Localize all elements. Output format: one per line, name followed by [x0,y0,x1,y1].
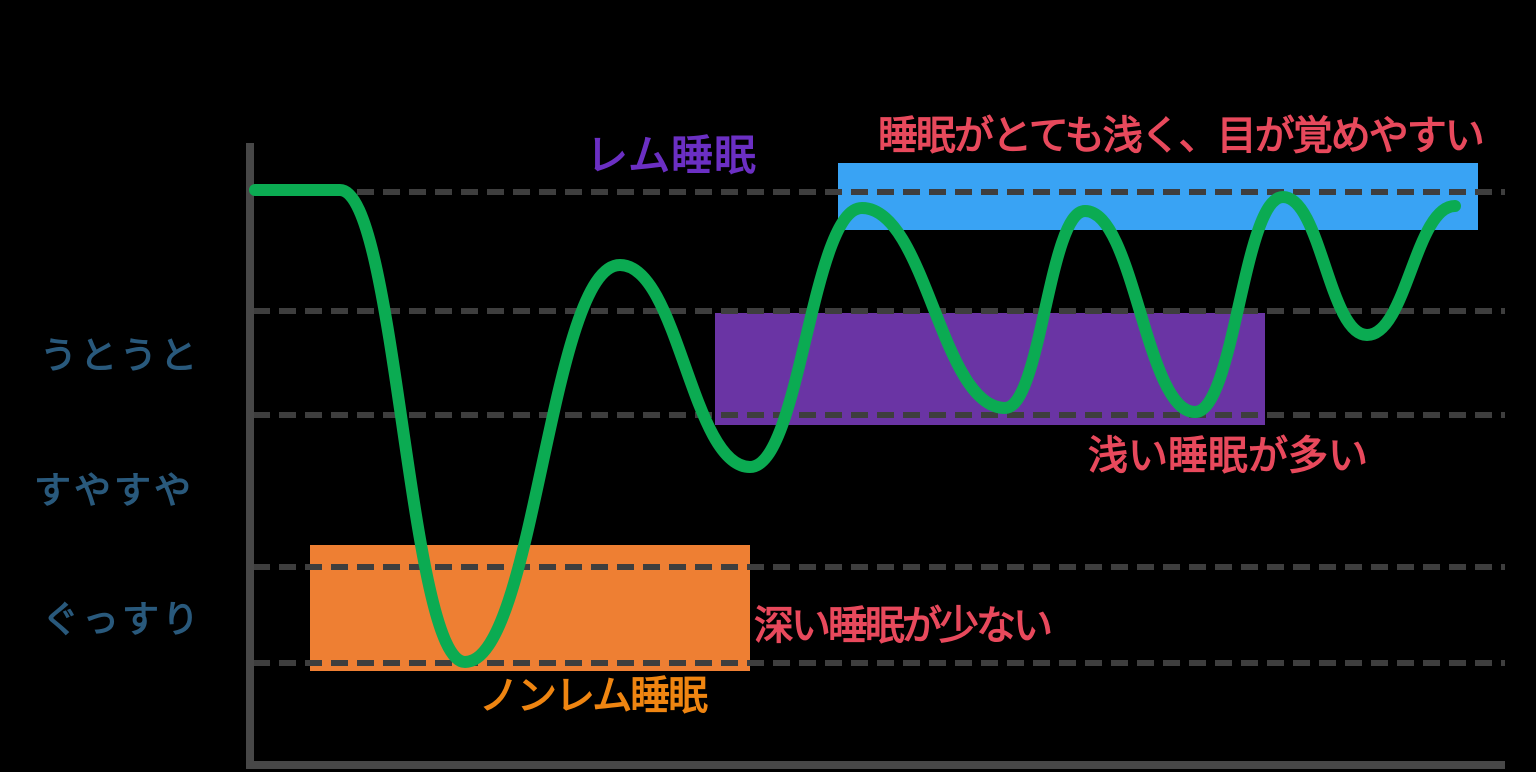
rem-zone-band [838,163,1478,230]
y-axis-label-light-sleep: すやすや [34,469,194,512]
shallow-sleep-note: 浅い睡眠が多い [1088,433,1368,479]
deep-sleep-note: 深い睡眠が少ない [754,603,1053,649]
rem-sleep-label: レム睡眠 [586,131,758,180]
nonrem-zone-band [310,545,750,671]
nonrem-sleep-label: ノンレム睡眠 [479,673,708,719]
rem-zone-note: 睡眠がとても浅く、目が覚めやすい [878,113,1485,159]
y-axis-label-doze: うとうと [40,334,200,377]
sleep-depth-curve [249,184,1461,668]
y-axis-label-deep-sleep: ぐっすり [42,598,202,641]
